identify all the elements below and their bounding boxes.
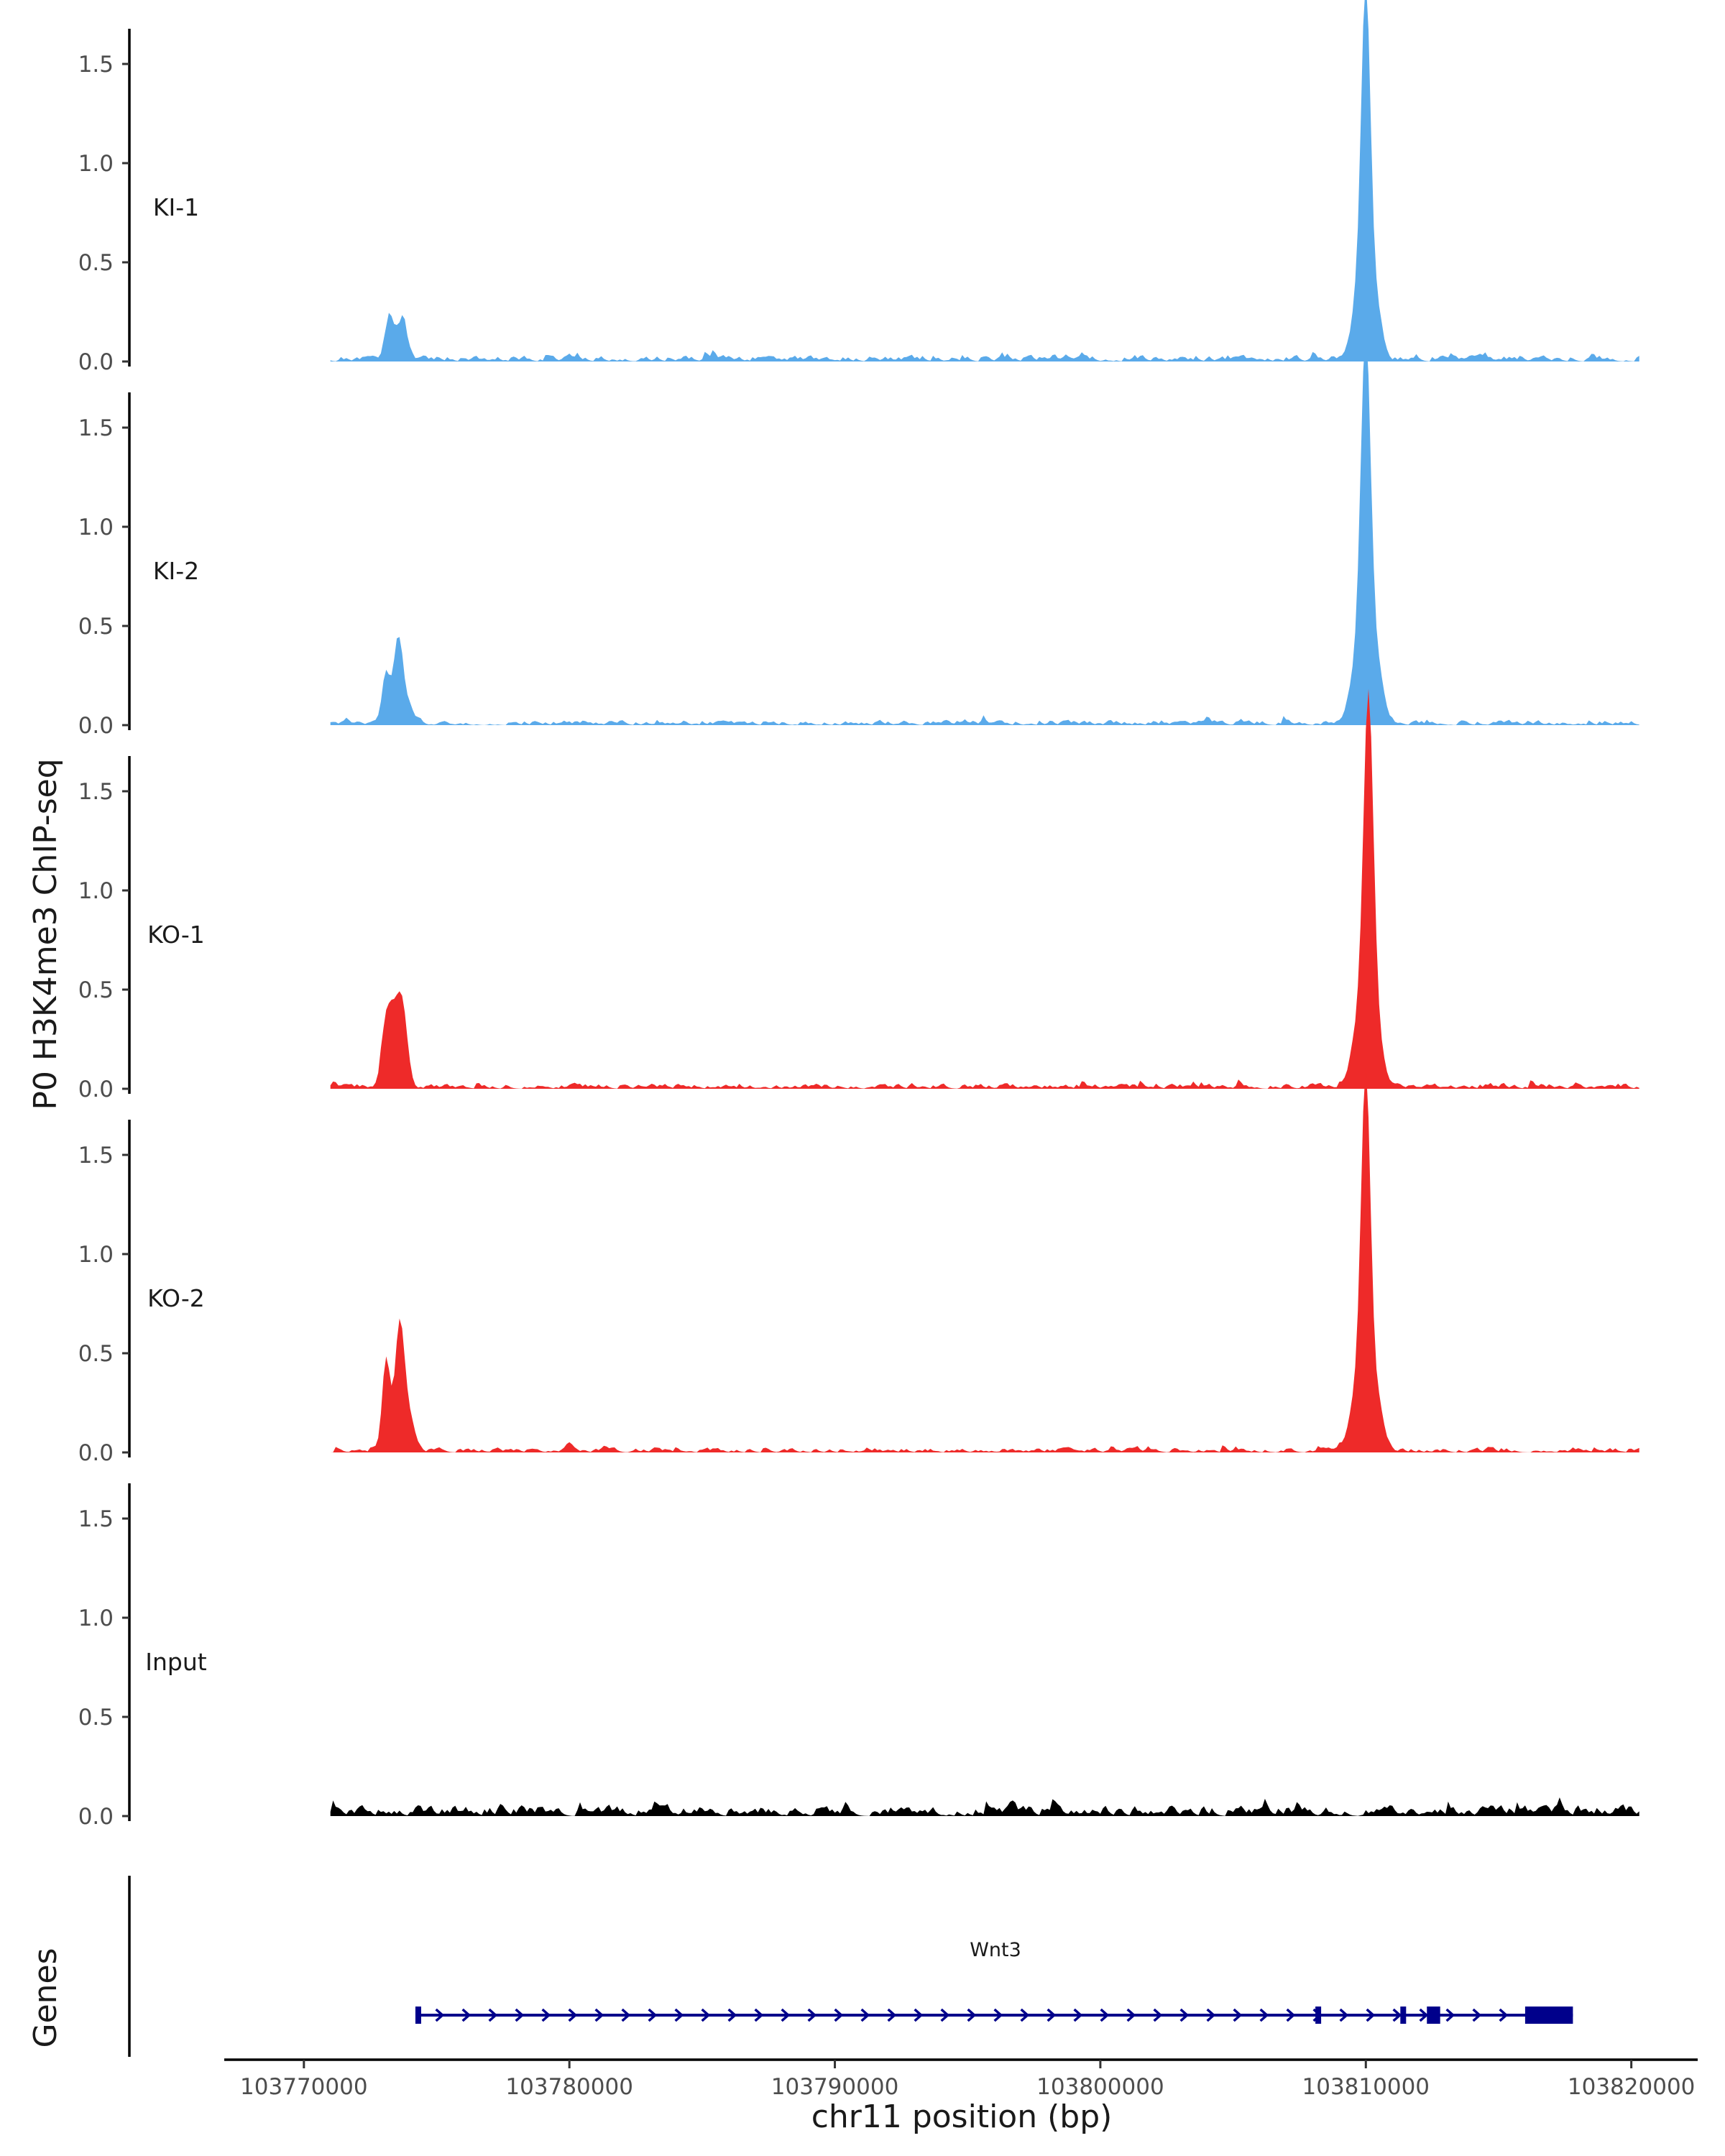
y-tick-label: 0.5 xyxy=(78,977,114,1003)
strand-arrow xyxy=(940,2008,950,2022)
signal-area xyxy=(330,688,1639,1089)
y-tick-label: 1.0 xyxy=(78,1242,114,1268)
x-axis: 103770000 103780000 103790000 103800000 1038… xyxy=(224,2058,1698,2100)
gene-exon xyxy=(1524,2007,1573,2024)
signal-area xyxy=(330,326,1639,725)
gene-exon xyxy=(1400,2007,1407,2024)
gene-exon xyxy=(1315,2007,1322,2024)
strand-arrow xyxy=(488,2008,498,2022)
strand-arrow xyxy=(648,2008,658,2022)
track-label: Input xyxy=(145,1648,207,1676)
x-tick-label: 103810000 xyxy=(1302,2074,1430,2100)
strand-arrow xyxy=(887,2008,897,2022)
y-tick-label: 0.5 xyxy=(78,1341,114,1367)
tracks-layer: 0.0 0.5 1.0 1.5 KI-1 0.0 0.5 1.0 1.5 KI-2 0.0 0.5 1.… xyxy=(78,0,1639,1830)
strand-arrow xyxy=(754,2008,764,2022)
strand-arrow xyxy=(1419,2008,1429,2022)
strand-arrow xyxy=(1499,2008,1509,2022)
y-tick-label: 1.0 xyxy=(78,151,114,177)
track-ki-1: 0.0 0.5 1.0 1.5 KI-1 xyxy=(78,0,1639,375)
strand-arrow xyxy=(1339,2008,1349,2022)
strand-arrow xyxy=(860,2008,870,2022)
x-tick-label: 103790000 xyxy=(771,2074,899,2100)
strand-arrow xyxy=(1286,2008,1296,2022)
y-tick-label: 0.0 xyxy=(78,1804,114,1830)
strand-arrow xyxy=(1472,2008,1482,2022)
strand-arrow xyxy=(621,2008,631,2022)
track-ki-2: 0.0 0.5 1.0 1.5 KI-2 xyxy=(78,326,1639,739)
track-ko-2: 0.0 0.5 1.0 1.5 KO-2 xyxy=(78,1063,1639,1466)
y-tick-label: 1.5 xyxy=(78,1506,114,1532)
strand-arrow xyxy=(1206,2008,1216,2022)
strand-arrow xyxy=(701,2008,711,2022)
y-tick-label: 0.0 xyxy=(78,1440,114,1466)
y-tick-label: 0.0 xyxy=(78,713,114,739)
gene-name-label: Wnt3 xyxy=(970,1939,1021,1961)
gene-track-title: Genes xyxy=(27,1948,64,2047)
strand-arrow xyxy=(594,2008,604,2022)
x-tick-label: 103770000 xyxy=(240,2074,368,2100)
y-tick-label: 1.0 xyxy=(78,1606,114,1631)
strand-arrow xyxy=(1366,2008,1376,2022)
strand-arrow xyxy=(435,2008,445,2022)
x-tick-label: 103800000 xyxy=(1036,2074,1164,2100)
gene-track: Wnt3 xyxy=(128,1876,1573,2057)
y-axis-title: P0 H3K4me3 ChIP-seq xyxy=(27,758,64,1110)
track-label: KO-1 xyxy=(147,921,205,949)
strand-arrow xyxy=(834,2008,844,2022)
track-label: KO-2 xyxy=(147,1284,205,1312)
strand-arrow xyxy=(1126,2008,1136,2022)
strand-arrow xyxy=(515,2008,525,2022)
strand-arrow xyxy=(914,2008,924,2022)
strand-arrow xyxy=(1020,2008,1030,2022)
y-tick-label: 1.0 xyxy=(78,515,114,540)
y-tick-label: 1.5 xyxy=(78,52,114,78)
track-label: KI-1 xyxy=(153,193,199,221)
y-tick-label: 0.5 xyxy=(78,1705,114,1731)
strand-arrow xyxy=(1153,2008,1163,2022)
strand-arrow xyxy=(967,2008,977,2022)
strand-arrow xyxy=(993,2008,1003,2022)
y-tick-label: 0.5 xyxy=(78,250,114,276)
track-input: 0.0 0.5 1.0 1.5 Input xyxy=(78,1483,1639,1830)
strand-arrow xyxy=(461,2008,472,2022)
signal-area xyxy=(330,1797,1639,1816)
y-tick-label: 1.0 xyxy=(78,878,114,904)
gene-exon xyxy=(415,2007,421,2024)
signal-area xyxy=(330,1063,1639,1452)
strand-arrow xyxy=(727,2008,737,2022)
strand-arrow xyxy=(1233,2008,1243,2022)
y-tick-label: 0.0 xyxy=(78,1077,114,1102)
y-tick-label: 0.0 xyxy=(78,349,114,375)
strand-arrow xyxy=(1392,2008,1402,2022)
strand-arrow xyxy=(1100,2008,1110,2022)
strand-arrow xyxy=(1445,2008,1455,2022)
strand-arrow xyxy=(781,2008,791,2022)
strand-arrow xyxy=(807,2008,817,2022)
y-tick-label: 1.5 xyxy=(78,1143,114,1169)
x-tick-label: 103780000 xyxy=(505,2074,633,2100)
gene-exon xyxy=(1427,2007,1440,2024)
strand-arrow xyxy=(1179,2008,1190,2022)
signal-area xyxy=(330,0,1639,361)
strand-arrow xyxy=(1046,2008,1057,2022)
track-label: KI-2 xyxy=(153,557,199,585)
y-tick-label: 0.5 xyxy=(78,614,114,640)
strand-arrow xyxy=(1073,2008,1083,2022)
strand-arrow xyxy=(568,2008,578,2022)
x-tick-label: 103820000 xyxy=(1568,2074,1696,2100)
y-tick-label: 1.5 xyxy=(78,415,114,441)
strand-arrow xyxy=(674,2008,684,2022)
strand-arrow xyxy=(541,2008,551,2022)
strand-arrow xyxy=(1259,2008,1269,2022)
track-ko-1: 0.0 0.5 1.0 1.5 KO-1 xyxy=(78,688,1639,1102)
y-tick-label: 1.5 xyxy=(78,779,114,805)
x-axis-title: chr11 position (bp) xyxy=(811,2099,1113,2135)
